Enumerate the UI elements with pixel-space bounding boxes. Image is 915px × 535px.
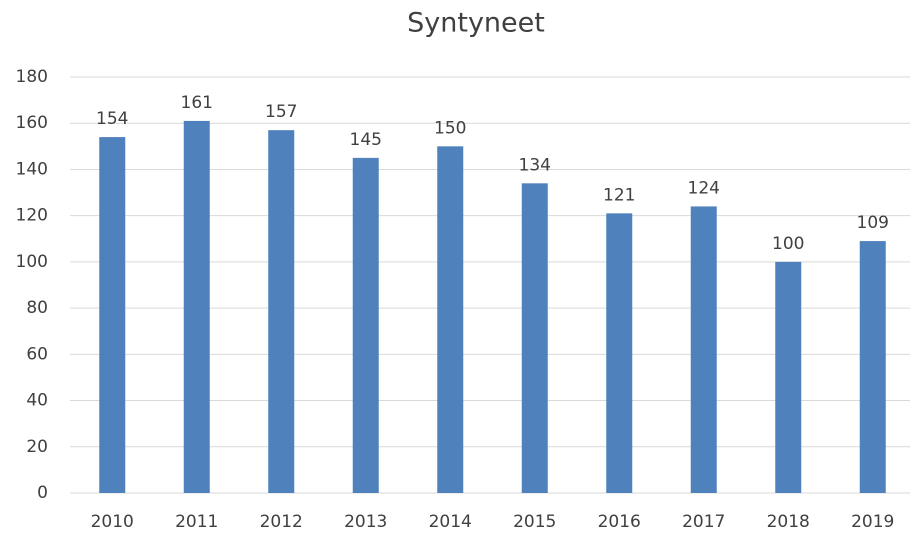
y-tick-label: 100 bbox=[16, 252, 48, 272]
x-tick-label: 2015 bbox=[513, 512, 556, 532]
bar bbox=[268, 130, 295, 493]
data-label: 157 bbox=[265, 102, 297, 122]
bar bbox=[352, 157, 379, 493]
y-tick-label: 80 bbox=[26, 298, 48, 318]
y-tick-label: 0 bbox=[37, 483, 48, 503]
data-label: 145 bbox=[350, 130, 382, 150]
y-tick-label: 120 bbox=[16, 206, 48, 226]
bar bbox=[437, 146, 464, 494]
data-label: 109 bbox=[857, 213, 889, 233]
x-tick-label: 2010 bbox=[91, 512, 134, 532]
data-label: 100 bbox=[772, 234, 804, 254]
y-tick-label: 160 bbox=[16, 113, 48, 133]
y-tick-label: 180 bbox=[16, 67, 48, 87]
x-tick-label: 2018 bbox=[767, 512, 810, 532]
bar bbox=[99, 137, 126, 494]
data-label: 124 bbox=[688, 178, 720, 198]
data-label: 154 bbox=[96, 109, 128, 129]
bar bbox=[183, 120, 210, 494]
y-tick-label: 60 bbox=[26, 344, 48, 364]
bar bbox=[859, 241, 886, 493]
y-tick-label: 20 bbox=[26, 437, 48, 457]
x-tick-label: 2016 bbox=[598, 512, 641, 532]
y-tick-label: 40 bbox=[26, 391, 48, 411]
x-tick-label: 2017 bbox=[682, 512, 725, 532]
data-label: 134 bbox=[519, 155, 551, 175]
x-tick-label: 2019 bbox=[851, 512, 894, 532]
x-tick-label: 2014 bbox=[429, 512, 472, 532]
x-tick-label: 2012 bbox=[260, 512, 303, 532]
data-label: 161 bbox=[181, 93, 213, 113]
chart-title: Syntyneet bbox=[407, 8, 545, 39]
data-label: 121 bbox=[603, 185, 635, 205]
y-tick-label: 140 bbox=[16, 159, 48, 179]
bar bbox=[690, 206, 717, 493]
data-label: 150 bbox=[434, 118, 466, 138]
bar bbox=[521, 183, 548, 494]
bar bbox=[775, 261, 802, 493]
bar bbox=[606, 213, 633, 493]
x-tick-label: 2011 bbox=[175, 512, 218, 532]
x-tick-label: 2013 bbox=[344, 512, 387, 532]
